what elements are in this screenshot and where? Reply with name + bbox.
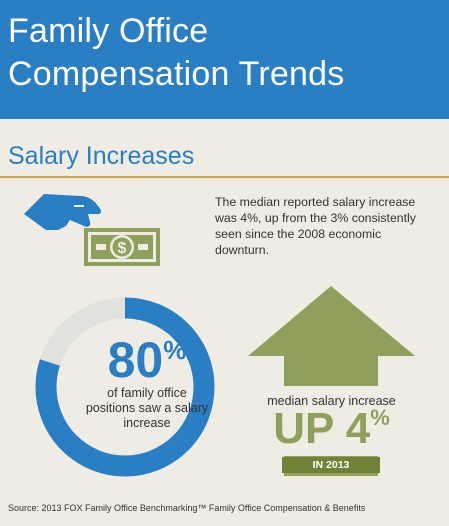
section-divider — [0, 176, 449, 178]
donut-arc-filled — [35, 297, 215, 477]
page-title-line2: Compensation Trends — [8, 55, 345, 93]
up-4-percent: UP 4% — [248, 404, 415, 454]
page-title-line1: Family Office — [8, 12, 209, 50]
up-text: UP 4 — [273, 404, 371, 453]
donut-chart-80-percent — [35, 297, 215, 477]
up-percent-symbol: % — [370, 405, 390, 430]
year-badge: IN 2013 — [282, 457, 380, 473]
source-citation: Source: 2013 FOX Family Office Benchmark… — [8, 503, 366, 513]
percent-symbol: % — [163, 335, 187, 365]
percent-80-value: 80% — [82, 332, 212, 388]
section-title: Salary Increases — [8, 142, 195, 170]
salary-description: The median reported salary increase was … — [215, 195, 416, 257]
median-salary-caption: median salary increase — [267, 394, 396, 408]
percent-number: 80 — [107, 332, 164, 388]
svg-text:$: $ — [118, 240, 127, 257]
dollar-bill-icon: $ — [84, 228, 160, 266]
header-banner: Family Office Compensation Trends — [0, 0, 449, 119]
hand-dropping-money-icon — [24, 194, 101, 230]
up-arrow-icon — [248, 286, 415, 476]
percent-80-label: of family office positions saw a salary … — [85, 386, 209, 430]
